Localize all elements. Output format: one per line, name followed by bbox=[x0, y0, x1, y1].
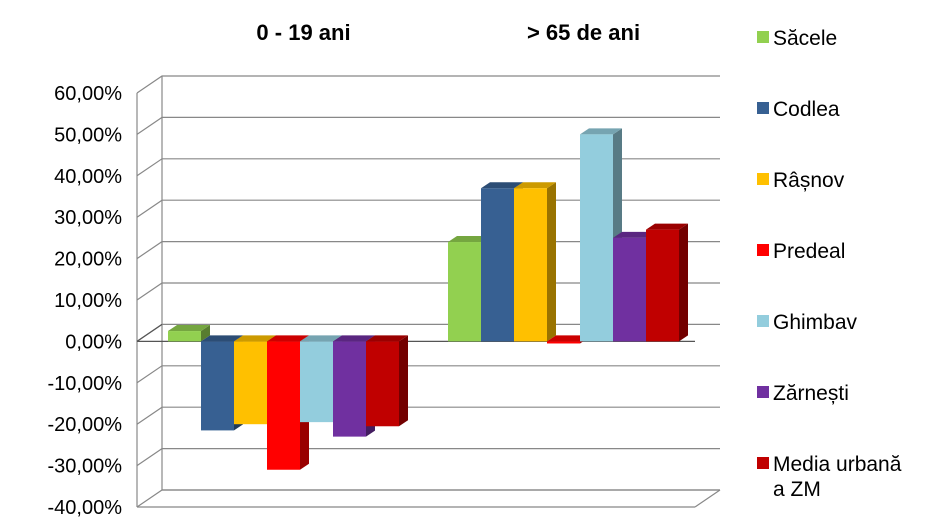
bar-top bbox=[201, 335, 243, 342]
y-tick-label: 0,00% bbox=[65, 331, 122, 353]
legend-item: Râșnov bbox=[757, 169, 845, 192]
legend-item: Codlea bbox=[757, 98, 840, 121]
bar-side bbox=[399, 335, 408, 427]
bar-front bbox=[646, 229, 679, 342]
bar-front bbox=[514, 188, 547, 342]
y-tick-label: -10,00% bbox=[48, 373, 123, 395]
y-tick-label: 60,00% bbox=[54, 83, 122, 105]
y-tick-label: -40,00% bbox=[48, 497, 123, 519]
bar-top bbox=[613, 231, 655, 238]
bar-top bbox=[168, 325, 210, 332]
bar-top bbox=[514, 182, 556, 189]
bar-top bbox=[300, 335, 342, 342]
legend-item: Media urbană a ZM bbox=[757, 453, 902, 501]
legend-label: Râșnov bbox=[773, 169, 845, 192]
y-tick-label: -30,00% bbox=[48, 456, 123, 478]
bar-side bbox=[679, 223, 688, 342]
bar-front bbox=[448, 242, 481, 342]
gridline bbox=[136, 199, 720, 218]
zero-baseline-side bbox=[136, 323, 163, 342]
legend-swatch bbox=[757, 457, 769, 469]
legend: Săcele Codlea Râșnov Predeal Ghimbav Zărnești… bbox=[757, 27, 902, 501]
legend-swatch bbox=[757, 31, 769, 43]
bar-front bbox=[201, 341, 234, 431]
bar-top bbox=[333, 335, 375, 342]
bar bbox=[366, 335, 408, 427]
legend-swatch bbox=[757, 102, 769, 114]
y-tick-label: 20,00% bbox=[54, 249, 122, 271]
bar-front bbox=[366, 341, 399, 427]
bar-front bbox=[300, 341, 333, 423]
bar-front bbox=[234, 341, 267, 425]
floor-right-edge bbox=[694, 489, 721, 508]
bar-front bbox=[580, 134, 613, 342]
gridline bbox=[136, 75, 720, 94]
bar-front bbox=[333, 341, 366, 437]
legend-swatch bbox=[757, 315, 769, 327]
legend-label: Zărnești bbox=[773, 382, 849, 405]
y-tick-label: 40,00% bbox=[54, 166, 122, 188]
bar bbox=[168, 325, 210, 342]
legend-label: Săcele bbox=[773, 27, 837, 50]
bar-top bbox=[580, 128, 622, 135]
gridline bbox=[136, 365, 720, 384]
bar-front bbox=[168, 331, 201, 342]
legend-label: Predeal bbox=[773, 240, 845, 263]
gridline bbox=[136, 116, 720, 135]
y-tick-label: 10,00% bbox=[54, 290, 122, 312]
bar-top bbox=[366, 335, 408, 342]
y-tick-label: 50,00% bbox=[54, 124, 122, 146]
legend-swatch bbox=[757, 386, 769, 398]
bar-top bbox=[547, 335, 589, 342]
legend-item: Săcele bbox=[757, 27, 837, 50]
bars bbox=[168, 128, 688, 470]
bar-front bbox=[481, 188, 514, 342]
y-axis-ticks: -40,00% -30,00% -20,00% -10,00% 0,00% 10,00% 2… bbox=[48, 83, 123, 519]
bar-top bbox=[646, 223, 688, 230]
y-tick-label: -20,00% bbox=[48, 414, 123, 436]
legend-item: Zărnești bbox=[757, 382, 849, 405]
legend-label: Codlea bbox=[773, 98, 840, 121]
bar-top bbox=[234, 335, 276, 342]
bar-front bbox=[547, 341, 580, 344]
gridline bbox=[136, 406, 720, 425]
bar-top bbox=[267, 335, 309, 342]
bar bbox=[646, 223, 688, 342]
category-label: 0 - 19 ani bbox=[256, 20, 350, 45]
legend-item: Predeal bbox=[757, 240, 845, 263]
gridline bbox=[136, 489, 720, 508]
category-labels: 0 - 19 ani > 65 de ani bbox=[256, 20, 640, 45]
gridline bbox=[136, 448, 720, 467]
bar-top bbox=[481, 182, 523, 189]
bar-front bbox=[613, 237, 646, 342]
y-tick-label: 30,00% bbox=[54, 207, 122, 229]
legend-swatch bbox=[757, 244, 769, 256]
bar-top bbox=[448, 236, 490, 243]
bar-side bbox=[201, 325, 210, 342]
bar-side bbox=[547, 182, 556, 342]
category-label: > 65 de ani bbox=[527, 20, 640, 45]
bar bbox=[514, 182, 556, 342]
legend-swatch bbox=[757, 173, 769, 185]
bar bbox=[234, 335, 276, 425]
legend-item: Ghimbav bbox=[757, 311, 858, 334]
legend-label: Media urbană a ZM bbox=[773, 453, 902, 501]
gridline bbox=[136, 158, 720, 177]
bar-front bbox=[267, 341, 300, 470]
legend-label: Ghimbav bbox=[773, 311, 858, 334]
